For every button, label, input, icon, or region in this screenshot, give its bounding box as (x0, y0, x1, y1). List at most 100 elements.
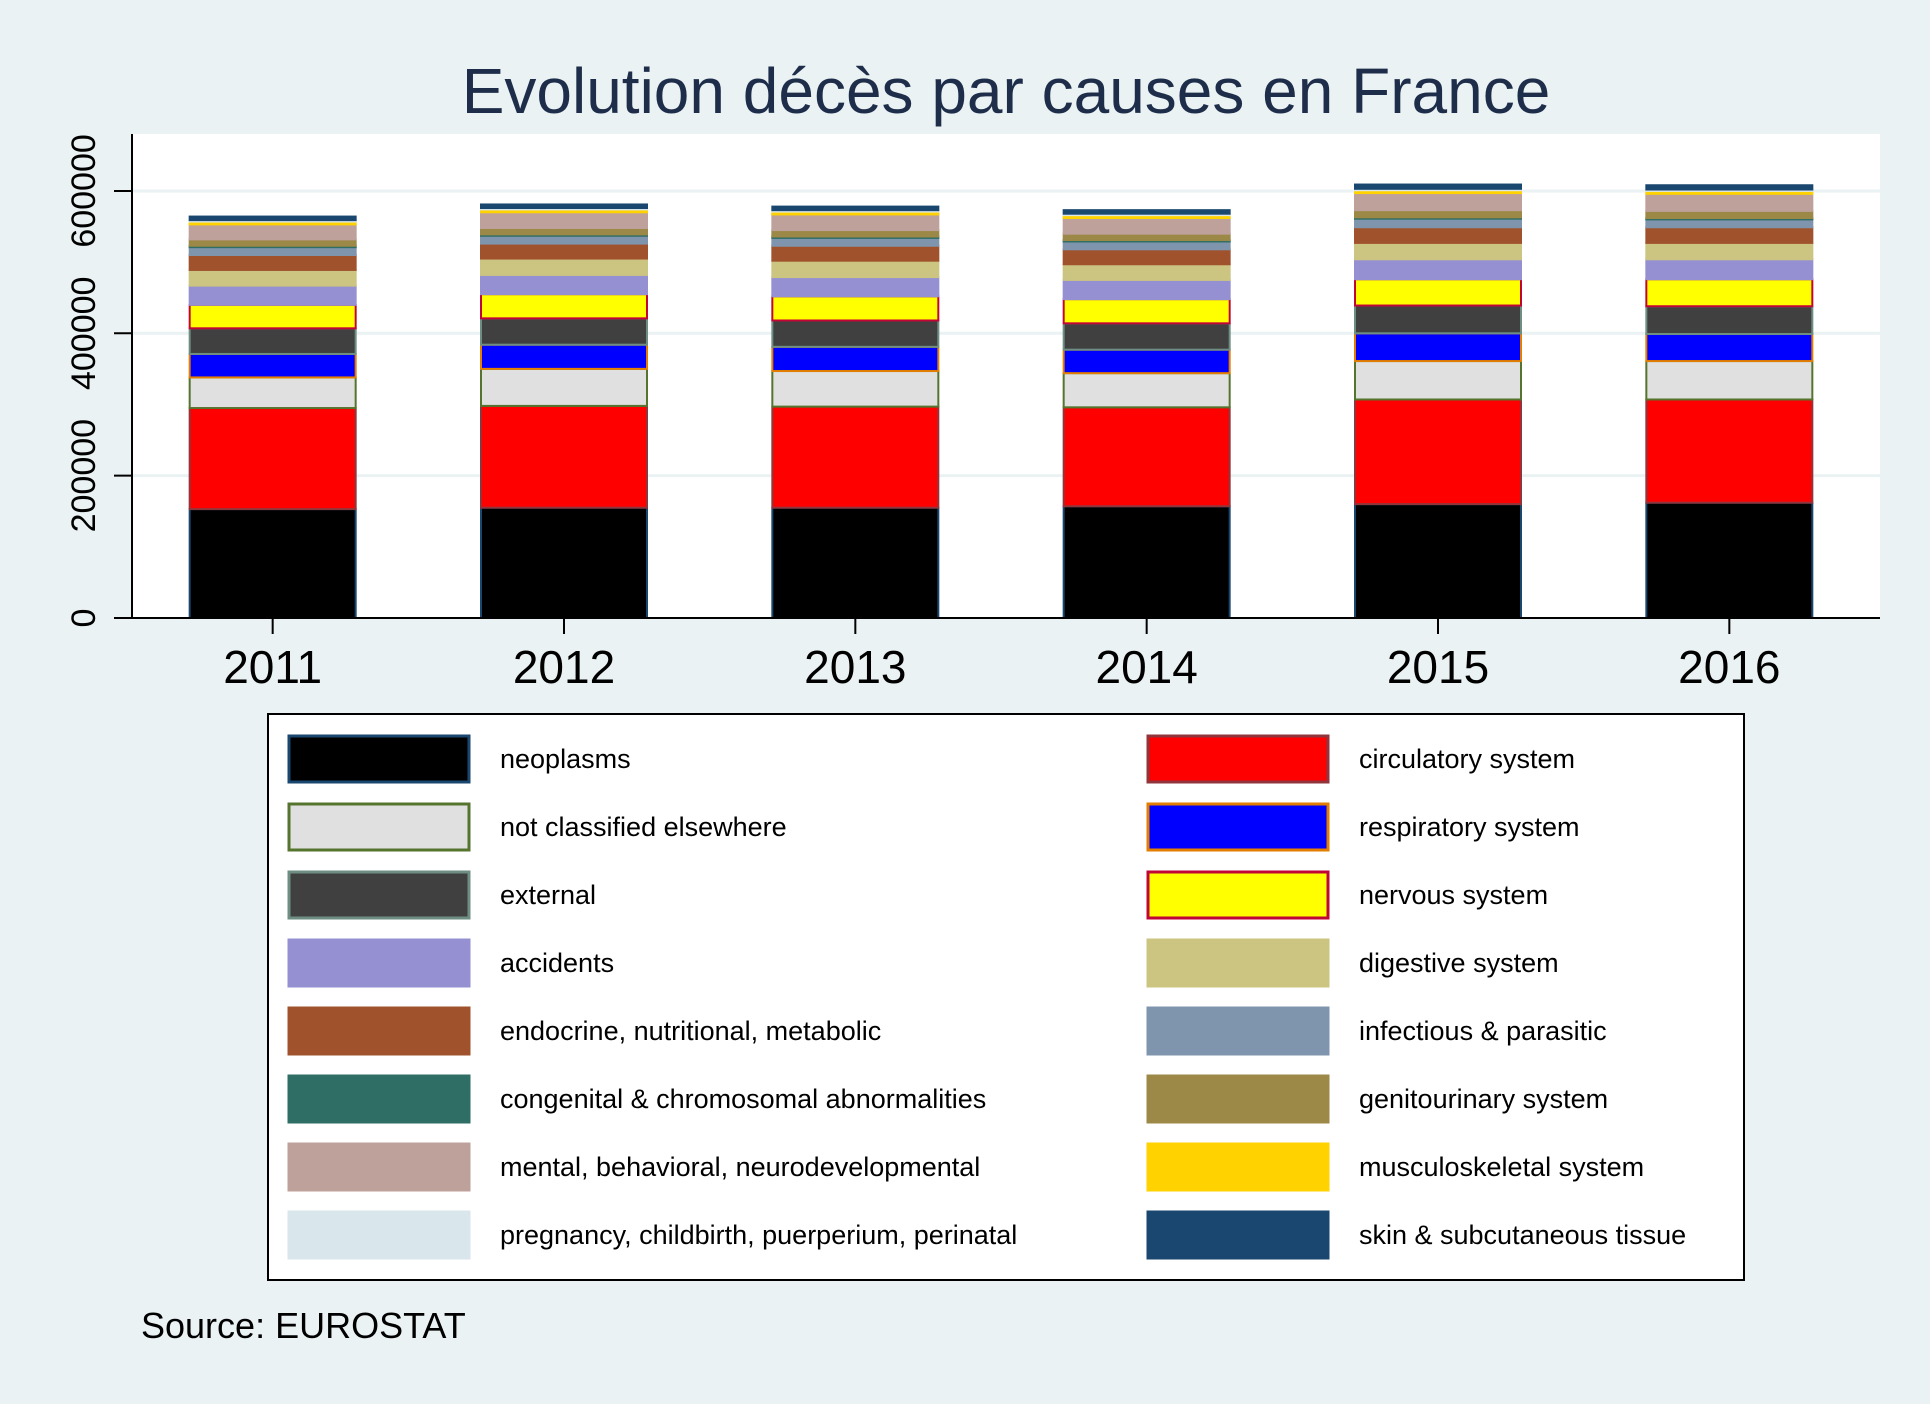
bar-segment (1354, 241, 1522, 261)
legend: neoplasms circulatory system not classifie… (287, 734, 1686, 1260)
bar-segment (1645, 241, 1814, 261)
bar-segment (1062, 209, 1231, 215)
legend-label: genitourinary system (1359, 1084, 1608, 1114)
legend-label: endocrine, nutritional, metabolic (500, 1016, 881, 1046)
bar-segment (1354, 226, 1522, 244)
bar-segment (1645, 305, 1814, 336)
legend-label: neoplasms (500, 744, 631, 774)
bar-segment (480, 343, 648, 370)
legend-swatch (1146, 1006, 1330, 1056)
legend-label: infectious & parasitic (1359, 1016, 1607, 1046)
legend-swatch (287, 1142, 471, 1192)
bar-segment (1354, 217, 1522, 229)
bar-segment (480, 367, 648, 407)
bar-segment (771, 276, 940, 298)
bar-segment (771, 319, 940, 348)
bar-segment (480, 317, 648, 346)
bar-segment (1354, 209, 1522, 219)
bar-segment (480, 234, 648, 245)
legend-swatch (1146, 734, 1330, 784)
bar-segment (1645, 218, 1814, 229)
bar-segment (771, 259, 940, 279)
bar-segment (188, 284, 357, 306)
legend-swatch (287, 1210, 471, 1260)
y-tick-label: 0 (65, 609, 103, 628)
legend-swatch (1146, 870, 1330, 920)
x-tick-label: 2011 (223, 641, 322, 693)
legend-swatch (287, 734, 471, 784)
bar-segment (480, 273, 648, 296)
bar-segment (1354, 278, 1522, 307)
legend-label: respiratory system (1359, 812, 1580, 842)
legend-label: accidents (500, 948, 614, 978)
bar-segment (1354, 503, 1522, 619)
grid-layer (132, 189, 1880, 478)
legend-label: pregnancy, childbirth, puerperium, perin… (500, 1220, 1017, 1250)
bar-segment (1062, 505, 1231, 619)
bar-segment (1354, 398, 1522, 506)
bar-segment (480, 257, 648, 276)
bar-segment (188, 215, 357, 222)
bar-segment (771, 213, 940, 232)
legend-swatch (1146, 938, 1330, 988)
legend-swatch (1146, 1210, 1330, 1260)
bar-segment (188, 327, 357, 355)
bar-segment (1645, 278, 1814, 308)
bar-segment (771, 295, 940, 322)
bar-segment (1645, 333, 1814, 363)
bar-segment (1354, 258, 1522, 281)
legend-swatch (287, 1006, 471, 1056)
bar-segment (1062, 298, 1231, 325)
x-tick-label: 2014 (1095, 641, 1197, 693)
bar-segment (1062, 216, 1231, 235)
bar-segment (1354, 192, 1522, 212)
legend-label: musculoskeletal system (1359, 1152, 1644, 1182)
bar-segment (1354, 360, 1522, 401)
bar-segment (771, 236, 940, 247)
bar-segment (188, 407, 357, 511)
bar-segment (1062, 278, 1231, 301)
y-tick-layer: 0 200000 400000 600000 (65, 134, 132, 627)
y-tick-label: 200000 (65, 419, 103, 532)
bar-segment (1354, 183, 1522, 190)
bar-segment (1062, 372, 1231, 409)
bar-segment (1062, 348, 1231, 375)
bar-segment (771, 506, 940, 620)
legend-swatch (287, 938, 471, 988)
legend-swatch (287, 1074, 471, 1124)
bar-segment (188, 352, 357, 379)
x-tick-label: 2012 (513, 641, 615, 693)
bar-segment (188, 268, 357, 287)
legend-label: external (500, 880, 596, 910)
legend-box (267, 713, 1745, 1281)
x-tick-label: 2013 (804, 641, 906, 693)
bar-segment (480, 293, 648, 320)
bar-segment (1062, 406, 1231, 508)
legend-label: skin & subcutaneous tissue (1359, 1220, 1686, 1250)
bar-segment (1062, 248, 1231, 266)
bar-segment (1645, 398, 1814, 504)
legend-label: digestive system (1359, 948, 1559, 978)
plot-area (132, 134, 1880, 618)
x-tick-label: 2015 (1387, 641, 1489, 693)
bar-segment (1645, 226, 1814, 244)
bar-segment (188, 223, 357, 241)
bar-segment (1645, 360, 1814, 401)
legend-swatch (287, 870, 471, 920)
bar-segment (771, 370, 940, 408)
legend-label: mental, behavioral, neurodevelopmental (500, 1152, 980, 1182)
chart-title: Evolution décès par causes en France (462, 55, 1551, 127)
y-tick-label: 600000 (65, 134, 103, 247)
bar-segment (480, 211, 648, 229)
bar-segment (480, 203, 648, 210)
bar-segment (1645, 192, 1814, 212)
bar-layer (188, 183, 1814, 620)
bar-segment (1645, 209, 1814, 219)
legend-label: circulatory system (1359, 744, 1575, 774)
bar-segment (771, 205, 940, 212)
bar-segment (1062, 240, 1231, 251)
legend-label: congenital & chromosomal abnormalities (500, 1084, 986, 1114)
bar-segment (1645, 184, 1814, 191)
bar-segment (480, 404, 648, 509)
